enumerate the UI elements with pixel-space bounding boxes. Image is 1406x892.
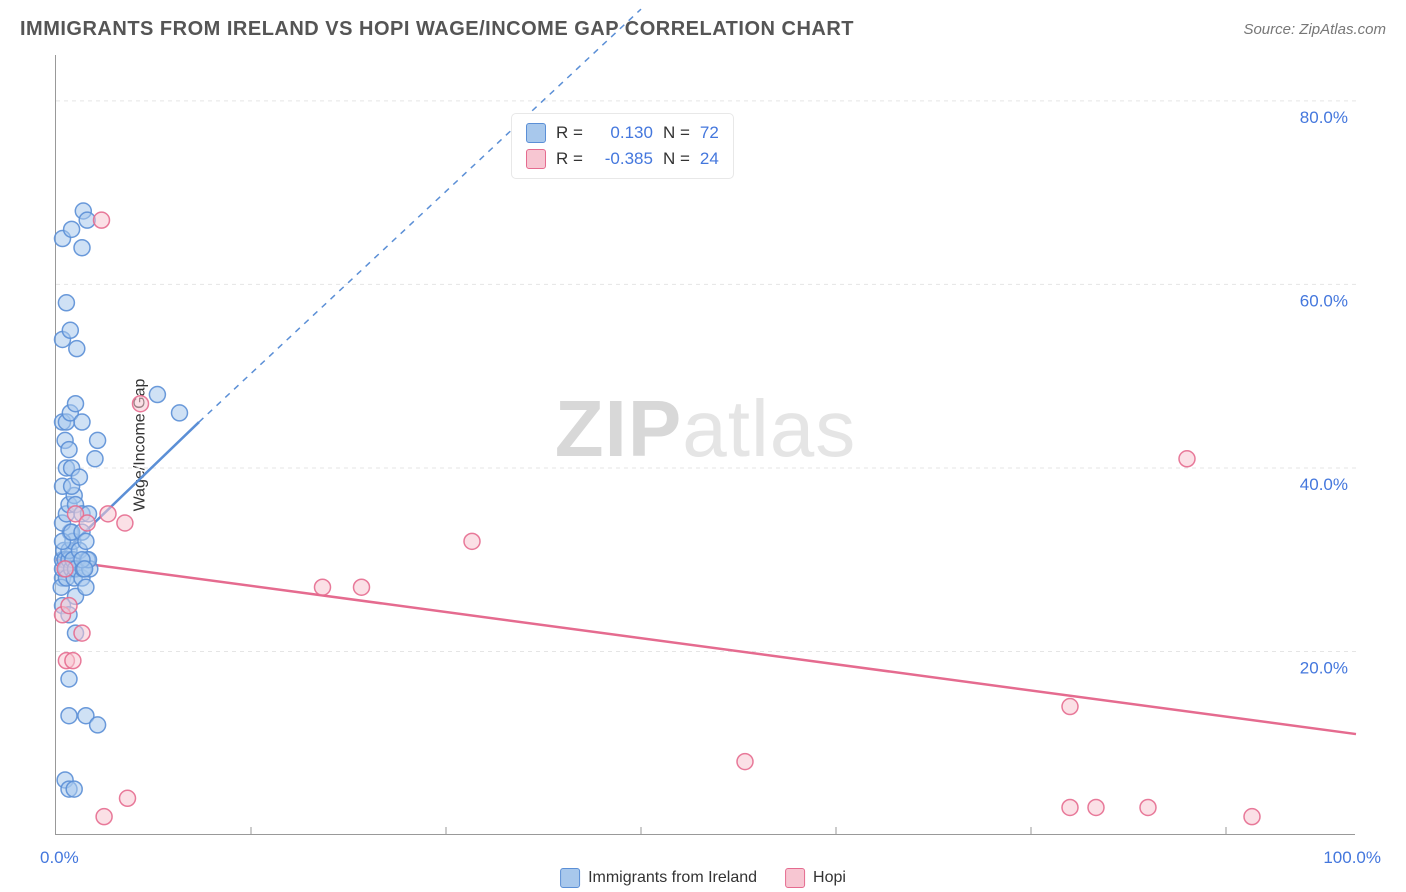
legend-item: Hopi bbox=[785, 868, 846, 888]
n-value: 72 bbox=[700, 120, 719, 146]
legend-label: Immigrants from Ireland bbox=[588, 869, 757, 887]
legend-swatch bbox=[526, 123, 546, 143]
r-value: -0.385 bbox=[593, 146, 653, 172]
title-bar: IMMIGRANTS FROM IRELAND VS HOPI WAGE/INC… bbox=[20, 18, 1386, 41]
svg-text:40.0%: 40.0% bbox=[1300, 475, 1348, 494]
chart-title: IMMIGRANTS FROM IRELAND VS HOPI WAGE/INC… bbox=[20, 18, 854, 41]
stats-box: R = 0.130 N = 72 R = -0.385 N = 24 bbox=[511, 113, 734, 179]
source-credit: Source: ZipAtlas.com bbox=[1243, 21, 1386, 38]
r-label: R = bbox=[556, 120, 583, 146]
stats-row: R = -0.385 N = 24 bbox=[526, 146, 719, 172]
r-label: R = bbox=[556, 146, 583, 172]
n-label: N = bbox=[663, 120, 690, 146]
plot-area: Wage/Income Gap ZIPatlas 20.0%40.0%60.0%… bbox=[55, 55, 1355, 835]
r-value: 0.130 bbox=[593, 120, 653, 146]
stats-row: R = 0.130 N = 72 bbox=[526, 120, 719, 146]
legend-swatch bbox=[526, 149, 546, 169]
n-label: N = bbox=[663, 146, 690, 172]
legend-label: Hopi bbox=[813, 869, 846, 887]
bottom-legend: Immigrants from Ireland Hopi bbox=[560, 868, 846, 888]
x-tick-label: 0.0% bbox=[40, 848, 79, 868]
svg-text:80.0%: 80.0% bbox=[1300, 108, 1348, 127]
svg-text:20.0%: 20.0% bbox=[1300, 658, 1348, 677]
chart-container: IMMIGRANTS FROM IRELAND VS HOPI WAGE/INC… bbox=[0, 0, 1406, 892]
svg-text:60.0%: 60.0% bbox=[1300, 291, 1348, 310]
n-value: 24 bbox=[700, 146, 719, 172]
legend-item: Immigrants from Ireland bbox=[560, 868, 757, 888]
x-tick-label: 100.0% bbox=[1323, 848, 1381, 868]
legend-swatch bbox=[785, 868, 805, 888]
legend-swatch bbox=[560, 868, 580, 888]
